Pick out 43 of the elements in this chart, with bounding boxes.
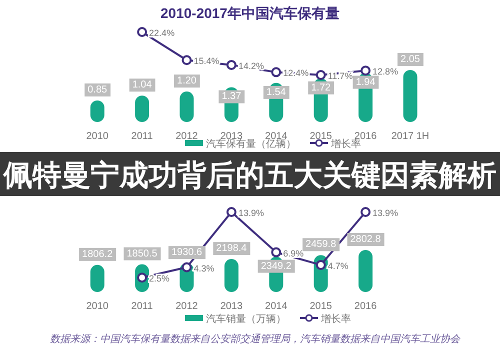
data-label: 13.9%: [372, 208, 398, 218]
data-label: 2.05: [400, 54, 420, 65]
x-tick-label: 2013: [220, 301, 244, 312]
x-tick-label: 2012: [176, 301, 198, 312]
data-label: 2459.8: [306, 239, 337, 250]
data-label: 12.8%: [372, 66, 398, 77]
x-tick-label: 2015: [310, 131, 332, 142]
data-label: 1806.2: [82, 248, 114, 260]
x-tick-label: 2010: [86, 301, 109, 312]
x-tick-label: 2016: [354, 301, 378, 312]
data-label: 1.94: [356, 76, 376, 88]
legend-label: 汽车销量（万辆）: [206, 313, 286, 325]
data-label: 1.72: [311, 82, 332, 94]
data-label: 1930.6: [171, 247, 202, 258]
data-label: 4.3%: [194, 263, 214, 274]
data-label: 1.37: [222, 91, 242, 102]
x-tick-label: 2017 1H: [391, 131, 430, 142]
data-label: 4.7%: [328, 260, 348, 271]
data-label: 2198.4: [216, 243, 248, 254]
x-tick-label: 2011: [131, 131, 154, 142]
data-label: 1850.5: [126, 248, 158, 260]
legend-label: 增长率: [330, 138, 361, 150]
x-tick-label: 2010: [86, 131, 109, 142]
x-tick-label: 2011: [131, 301, 154, 312]
data-label: 1.04: [132, 80, 152, 91]
data-label: 13.9%: [238, 208, 264, 218]
data-label: 2349.2: [260, 260, 292, 272]
legend-label: 增长率: [320, 313, 351, 325]
text: 佩特曼宁成功背后的五大关键因素解析: [2, 159, 496, 192]
data-label: 2.5%: [149, 274, 170, 284]
data-label: 1.54: [266, 86, 286, 98]
x-tick-label: 2014: [265, 301, 288, 312]
data-label: 1.20: [177, 76, 197, 87]
data-label: 22.4%: [149, 28, 175, 38]
data-label: 0.85: [88, 84, 108, 96]
data-label: 6.9%: [283, 248, 304, 258]
data-label: 2802.8: [350, 234, 382, 245]
x-tick-label: 2012: [176, 131, 198, 142]
x-tick-label: 2015: [310, 301, 332, 312]
source-note: 数据来源：中国汽车保有量数据来自公安部交通管理局，汽车销量数据来自中国汽车工业协会: [50, 333, 461, 345]
data-label: 11.7%: [328, 70, 353, 81]
legend-label: 汽车保有量（亿辆）: [206, 138, 296, 150]
chart-title: 2010-2017年中国汽车保有量: [160, 5, 340, 21]
